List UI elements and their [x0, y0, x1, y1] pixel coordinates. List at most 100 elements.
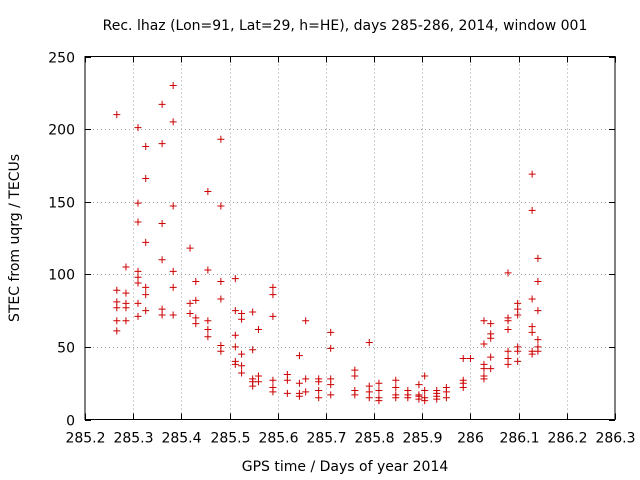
data-point — [534, 254, 542, 262]
data-point — [249, 346, 257, 354]
data-point — [514, 311, 522, 319]
data-point — [365, 339, 373, 347]
data-point — [134, 299, 142, 307]
data-point — [295, 392, 303, 400]
data-point — [134, 312, 142, 320]
data-point — [122, 317, 130, 325]
data-point — [169, 202, 177, 210]
data-point — [254, 378, 262, 386]
data-point — [528, 295, 536, 303]
data-point — [113, 111, 121, 119]
plot-frame — [84, 56, 616, 420]
data-point — [351, 372, 359, 380]
data-point — [122, 289, 130, 297]
data-point — [487, 365, 495, 373]
x-tick-label: 285.7 — [306, 431, 346, 447]
x-tick-label: 285.8 — [354, 431, 394, 447]
data-point — [158, 100, 166, 108]
y-tick-label: 250 — [48, 51, 75, 67]
data-point — [504, 347, 512, 355]
data-point — [158, 219, 166, 227]
data-point — [192, 278, 200, 286]
data-point — [134, 199, 142, 207]
data-point — [487, 353, 495, 361]
data-point — [169, 267, 177, 275]
data-point — [231, 343, 239, 351]
data-point — [122, 263, 130, 271]
data-point — [421, 386, 429, 394]
y-tick-label: 0 — [66, 414, 75, 430]
data-point — [113, 304, 121, 312]
x-tick-label: 286.2 — [547, 431, 587, 447]
data-point — [295, 379, 303, 387]
data-point — [480, 375, 488, 383]
data-point — [295, 352, 303, 360]
data-point — [217, 347, 225, 355]
data-point — [113, 327, 121, 335]
x-tick-label: 286.1 — [499, 431, 539, 447]
data-point — [158, 256, 166, 264]
data-point — [534, 347, 542, 355]
data-point — [442, 394, 450, 402]
data-point — [269, 388, 277, 396]
data-point — [204, 317, 212, 325]
data-point — [169, 311, 177, 319]
data-point — [504, 325, 512, 333]
data-point — [392, 384, 400, 392]
data-point — [421, 372, 429, 380]
data-point — [528, 328, 536, 336]
data-point — [459, 384, 467, 392]
data-point — [283, 376, 291, 384]
data-point — [404, 394, 412, 402]
data-point — [169, 118, 177, 126]
data-point — [528, 206, 536, 214]
data-point — [466, 355, 474, 363]
y-tick-labels: 0 50 100 150 200 250 — [48, 51, 75, 430]
x-tick-label: 286.3 — [595, 431, 635, 447]
data-point — [142, 143, 150, 151]
y-tick-label: 150 — [48, 196, 75, 212]
data-point — [534, 278, 542, 286]
data-point — [283, 389, 291, 397]
data-point — [238, 350, 246, 358]
data-point — [327, 344, 335, 352]
data-point — [302, 317, 310, 325]
data-point — [231, 275, 239, 283]
data-point — [375, 386, 383, 394]
data-point — [192, 320, 200, 328]
data-point — [302, 375, 310, 383]
data-point — [514, 347, 522, 355]
data-point — [204, 325, 212, 333]
data-point — [231, 307, 239, 315]
data-point — [327, 391, 335, 399]
data-point — [231, 331, 239, 339]
data-point — [415, 381, 423, 389]
data-point — [169, 82, 177, 90]
data-point — [365, 394, 373, 402]
x-tick-label: 285.3 — [113, 431, 153, 447]
data-point — [192, 296, 200, 304]
x-tick-label: 285.5 — [210, 431, 250, 447]
data-point — [142, 238, 150, 246]
data-point — [217, 295, 225, 303]
data-point — [327, 381, 335, 389]
data-point — [315, 386, 323, 394]
data-point — [269, 312, 277, 320]
data-point — [392, 394, 400, 402]
x-tick-label: 285.4 — [161, 431, 201, 447]
data-point — [142, 307, 150, 315]
data-point — [302, 388, 310, 396]
data-point — [231, 360, 239, 368]
x-tick-labels: 285.2 285.3 285.4 285.5 285.6 285.7 285.8 285.9… — [65, 431, 635, 447]
data-point — [459, 355, 467, 363]
data-point — [392, 376, 400, 384]
data-point — [514, 357, 522, 365]
data-point — [217, 202, 225, 210]
data-point — [315, 394, 323, 402]
grid-lines — [85, 56, 615, 420]
data-point — [217, 278, 225, 286]
data-point — [315, 378, 323, 386]
data-point — [269, 283, 277, 291]
y-axis-title: STEC from uqrg / TECUs — [7, 154, 23, 322]
data-point — [487, 320, 495, 328]
